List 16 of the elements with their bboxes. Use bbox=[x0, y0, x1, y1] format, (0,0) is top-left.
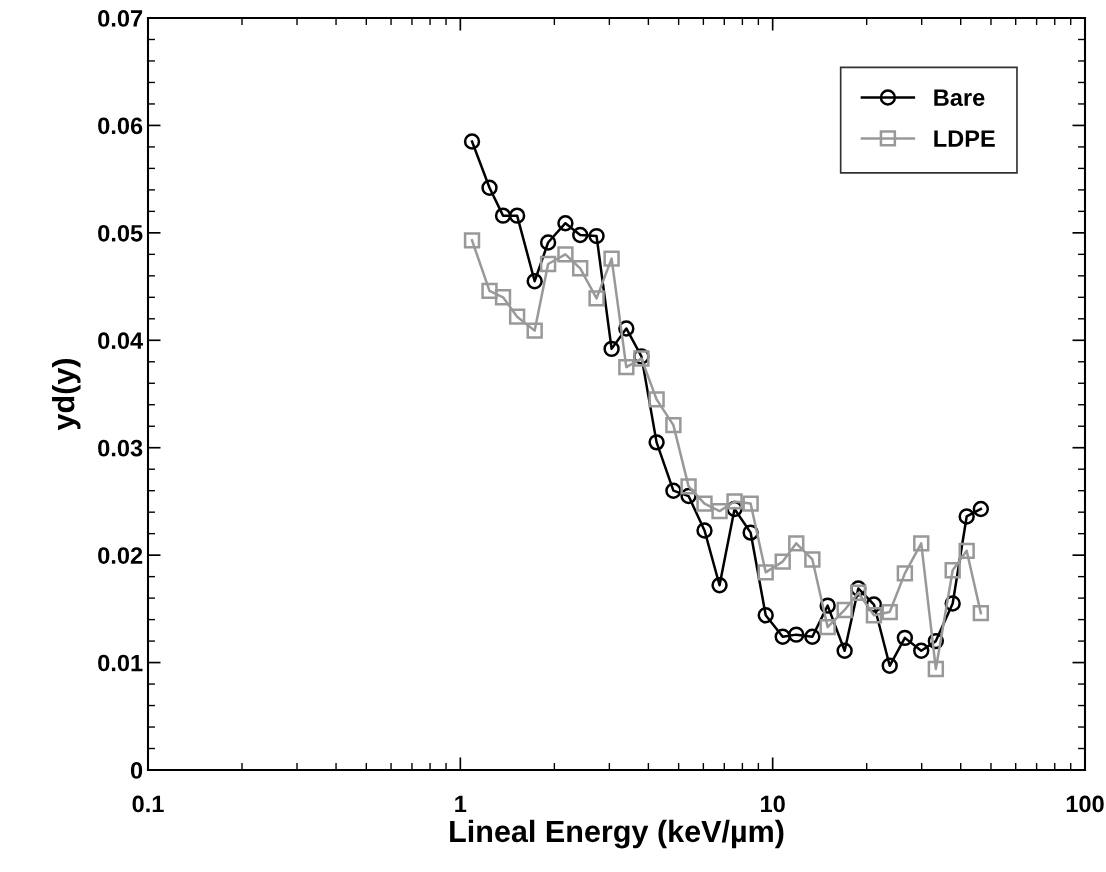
y-axis-title: yd(y) bbox=[52, 359, 81, 431]
y-tick-label: 0.04 bbox=[98, 332, 144, 350]
y-tick-label: 0.07 bbox=[98, 10, 143, 27]
y-tick-label: 0 bbox=[130, 762, 143, 779]
y-tick-label: 0.06 bbox=[98, 117, 143, 135]
y-tick-label: 0.01 bbox=[98, 654, 143, 672]
x-axis-title: Lineal Energy (keV/µm) bbox=[450, 819, 784, 849]
legend-label: LDPE bbox=[934, 130, 995, 147]
x-tick-label: 100 bbox=[1066, 795, 1104, 813]
x-tick-label: 0.1 bbox=[132, 795, 164, 813]
x-tick-label: 10 bbox=[761, 795, 785, 813]
legend-label: Bare bbox=[934, 89, 985, 106]
x-tick-label: 1 bbox=[455, 795, 467, 813]
y-tick-label: 0.02 bbox=[98, 547, 143, 564]
y-tick-label: 0.03 bbox=[98, 439, 143, 457]
y-tick-label: 0.05 bbox=[98, 224, 143, 242]
